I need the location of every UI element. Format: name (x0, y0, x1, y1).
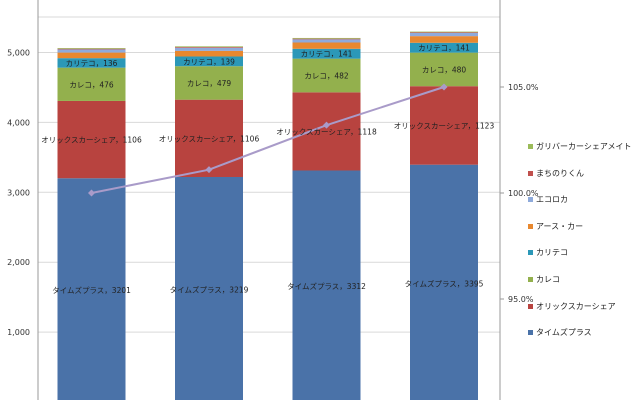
bar-segment (175, 176, 243, 400)
data-label: オリックスカーシェア，1106 (41, 136, 142, 145)
bars-group (57, 31, 478, 400)
data-labels-group: タイムズプラス，3201 オリックスカーシェア，1106 カレコ，476 カリテコ，1… (41, 44, 494, 295)
bar-segment (57, 100, 126, 179)
data-label: オリックスカーシェア，1123 (394, 121, 495, 130)
y-tick-label: 5,000 (7, 49, 30, 58)
legend-label: タイムズプラス (536, 327, 592, 337)
data-label: カリテコ，141 (418, 44, 470, 53)
bar-segment (57, 48, 126, 50)
y-tick-label: 3,000 (7, 188, 30, 197)
bar-segment (57, 67, 126, 101)
bar-segment (292, 170, 361, 400)
bar-segment (410, 31, 478, 33)
legend-label: まちのりくん (536, 169, 584, 178)
index-line-group (88, 83, 448, 197)
legend-label: エコロカ (536, 195, 568, 204)
bar-segment (292, 37, 361, 39)
bar-segment (175, 47, 243, 48)
axes-group: 1,000 2,000 3,000 4,000 5,000 95.0% 100.0% 105.… (7, 0, 539, 400)
bar-segment (57, 48, 126, 49)
bar-segment (57, 49, 126, 53)
data-label: カレコ，480 (422, 65, 467, 74)
bar-segment (410, 164, 478, 400)
bar-segment (175, 56, 243, 67)
data-label: カリテコ，136 (66, 59, 118, 68)
bar-segment (175, 46, 243, 48)
y2-tick-label: 105.0% (508, 83, 539, 92)
data-label: オリックスカーシェア，1118 (276, 127, 377, 136)
y2-tick-label: 100.0% (508, 189, 539, 198)
legend: ガリバーカーシェアメイトまちのりくんエコロカアース・カーカリテコカレコオリックス… (528, 141, 631, 337)
legend-swatch (528, 277, 533, 282)
data-label: タイムズプラス，3312 (287, 281, 366, 291)
bar-segment (175, 47, 243, 51)
legend-label: ガリバーカーシェアメイト (536, 141, 631, 151)
bar-segment (175, 99, 243, 177)
y2-tick-label: 95.0% (508, 295, 534, 304)
bar-segment (410, 52, 478, 87)
line-point (88, 189, 95, 197)
line-point (323, 121, 330, 129)
bar-segment (175, 50, 243, 57)
bar-segment (292, 48, 361, 59)
y-tick-label: 4,000 (7, 118, 30, 127)
bar-segment (292, 92, 361, 171)
line-point (440, 83, 448, 91)
legend-swatch (528, 250, 533, 255)
data-label: カレコ，479 (187, 79, 232, 88)
bar-segment (57, 58, 126, 68)
index-line (91, 86, 445, 194)
legend-swatch (528, 330, 533, 335)
bar-segment (292, 38, 361, 40)
bar-segment (292, 42, 361, 49)
bar-segment (57, 178, 126, 400)
bar-segment (410, 32, 478, 37)
legend-swatch (528, 197, 533, 202)
bar-segment (57, 52, 126, 59)
legend-label: カリテコ (536, 248, 568, 257)
bar-segment (410, 36, 478, 43)
y-tick-label: 2,000 (7, 258, 30, 267)
legend-label: オリックスカーシェア (536, 302, 616, 311)
y-tick-label: 1,000 (7, 328, 30, 337)
bar-segment (410, 42, 478, 53)
bar-segment (410, 86, 478, 165)
legend-label: カレコ (536, 275, 560, 284)
legend-swatch (528, 224, 533, 229)
line-point (205, 166, 213, 174)
bar-segment (175, 66, 243, 100)
data-label: タイムズプラス，3395 (405, 278, 484, 288)
bar-segment (292, 39, 361, 43)
data-label: カリテコ，139 (183, 57, 235, 66)
data-label: カレコ，482 (304, 71, 349, 80)
bar-segment (410, 32, 478, 33)
legend-label: アース・カー (536, 222, 583, 231)
legend-swatch (528, 144, 533, 149)
bar-segment (292, 58, 361, 93)
legend-swatch (528, 304, 533, 309)
data-label: タイムズプラス，3219 (170, 284, 249, 294)
data-label: オリックスカーシェア，1106 (159, 134, 260, 143)
legend-swatch (528, 171, 533, 176)
data-label: カリテコ，141 (301, 50, 353, 59)
data-label: タイムズプラス，3201 (52, 285, 131, 295)
data-label: カレコ，476 (69, 80, 114, 89)
